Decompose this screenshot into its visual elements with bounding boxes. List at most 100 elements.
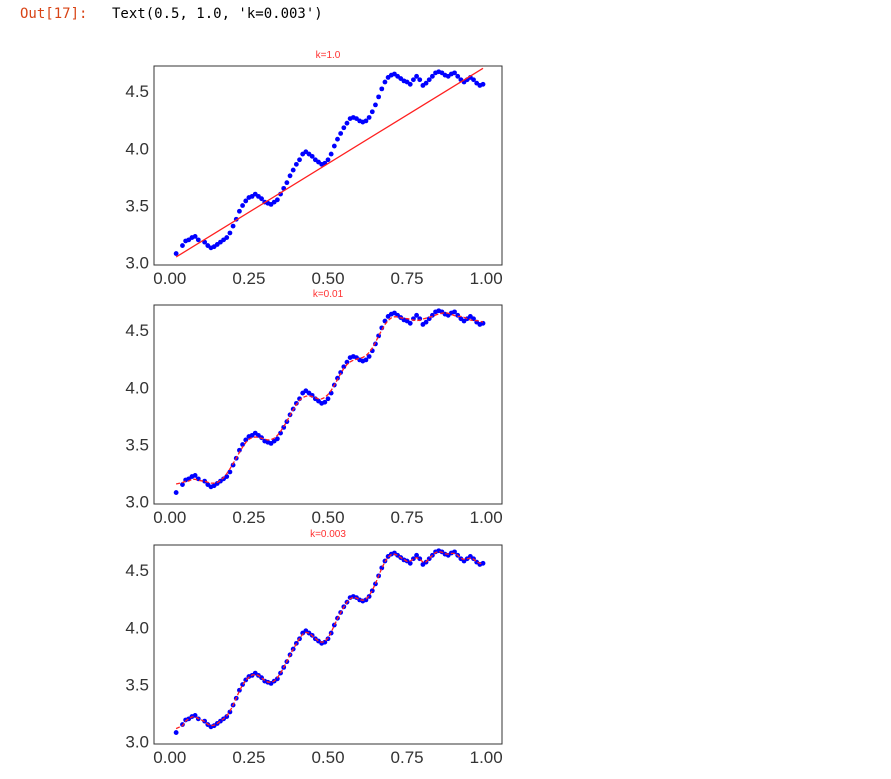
plot-frame (153, 65, 503, 266)
data-point (376, 333, 382, 339)
subplot-3: k=0.003 0.00 0.25 0.50 0.75 1.00 3.0 3.5 4.0 4.5 (125, 529, 502, 767)
y-tick-label: 4.0 (125, 139, 149, 158)
chart-title: k=0.003 (310, 529, 346, 540)
data-point (376, 94, 382, 100)
data-point (411, 77, 416, 83)
data-point (452, 70, 457, 76)
data-point (335, 136, 340, 142)
data-point (373, 581, 378, 587)
y-tick-label: 3.5 (125, 436, 149, 455)
data-point (224, 474, 230, 479)
data-point (192, 234, 198, 239)
data-point (180, 482, 185, 487)
data-point (430, 73, 435, 79)
data-point (331, 143, 337, 149)
data-point (338, 370, 344, 375)
fit-line (175, 550, 484, 730)
data-point (325, 396, 331, 402)
data-point (322, 399, 328, 405)
data-point (407, 320, 413, 326)
data-point (344, 120, 350, 126)
data-point (363, 357, 369, 363)
subplot-2: k=0.01 0.00 0.25 0.50 0.75 1.00 3.0 3.5 4.0 4.5 (125, 289, 502, 527)
x-tick-label: 0.25 (232, 508, 265, 527)
data-point (363, 118, 369, 124)
data-point (423, 319, 429, 325)
data-point (366, 115, 372, 120)
data-point (240, 442, 245, 447)
y-tick-label: 4.0 (125, 378, 149, 397)
data-point (369, 109, 375, 115)
x-tick-label: 0.00 (153, 508, 186, 527)
data-point (230, 462, 236, 468)
data-point (274, 197, 280, 203)
data-point (379, 86, 385, 92)
data-point (293, 400, 299, 406)
output-text: Text(0.5, 1.0, 'k=0.003') (112, 6, 323, 22)
data-point (290, 167, 296, 173)
data-point (423, 80, 429, 86)
fit-line (175, 67, 484, 258)
plot-frame (153, 544, 503, 745)
data-point (192, 473, 198, 478)
data-point (382, 79, 388, 85)
data-point (293, 161, 299, 167)
data-point (227, 230, 233, 236)
data-point (243, 198, 249, 204)
chart-title: k=0.01 (313, 289, 344, 300)
data-point (173, 730, 179, 735)
x-tick-label: 0.75 (391, 269, 424, 288)
data-point (230, 223, 236, 229)
y-tick-label: 3.5 (125, 197, 149, 216)
data-point (366, 354, 372, 359)
y-tick-label: 3.0 (125, 733, 149, 752)
y-tick-label: 4.5 (125, 561, 149, 580)
data-point (480, 81, 486, 87)
data-point (309, 153, 315, 159)
plot-frame (153, 304, 503, 505)
data-point (237, 208, 242, 214)
data-point (173, 490, 179, 495)
x-tick-label: 0.50 (311, 748, 344, 767)
data-point (224, 235, 230, 240)
data-point (325, 157, 331, 163)
data-point (426, 77, 432, 83)
chart-title: k=1.0 (316, 50, 341, 61)
output-cell-header: Out[17]: Text(0.5, 1.0, 'k=0.003') (0, 0, 891, 34)
data-point (240, 203, 245, 208)
x-tick-label: 0.25 (232, 269, 265, 288)
x-tick-label: 1.00 (470, 269, 503, 288)
y-tick-label: 4.0 (125, 618, 149, 637)
data-point (338, 131, 344, 136)
subplot-1: k=1.0 0.00 0.25 0.50 0.75 1.00 3.0 3.5 4.0 4.5 (125, 50, 502, 288)
data-point (192, 713, 198, 718)
data-point (259, 196, 264, 202)
data-point (341, 364, 347, 370)
data-point (278, 430, 283, 436)
data-point (173, 251, 179, 256)
data-point (373, 102, 378, 108)
x-tick-label: 1.00 (470, 748, 503, 767)
fit-line (175, 312, 484, 485)
data-point (471, 77, 476, 83)
data-point (227, 469, 233, 475)
data-point (297, 157, 302, 163)
output-prompt: Out[17]: (20, 6, 88, 22)
y-tick-label: 3.0 (125, 254, 149, 273)
data-point (414, 73, 419, 79)
y-tick-label: 3.5 (125, 676, 149, 695)
data-point (417, 77, 423, 83)
y-tick-label: 4.5 (125, 321, 149, 340)
x-tick-label: 0.25 (232, 748, 265, 767)
data-point (414, 312, 419, 318)
data-point (195, 237, 201, 243)
data-point (452, 309, 457, 315)
data-point (407, 81, 413, 87)
x-tick-label: 0.50 (311, 508, 344, 527)
data-point (341, 125, 347, 131)
x-tick-label: 1.00 (470, 508, 503, 527)
y-tick-label: 3.0 (125, 493, 149, 512)
data-point (274, 436, 280, 442)
data-point (328, 151, 334, 157)
